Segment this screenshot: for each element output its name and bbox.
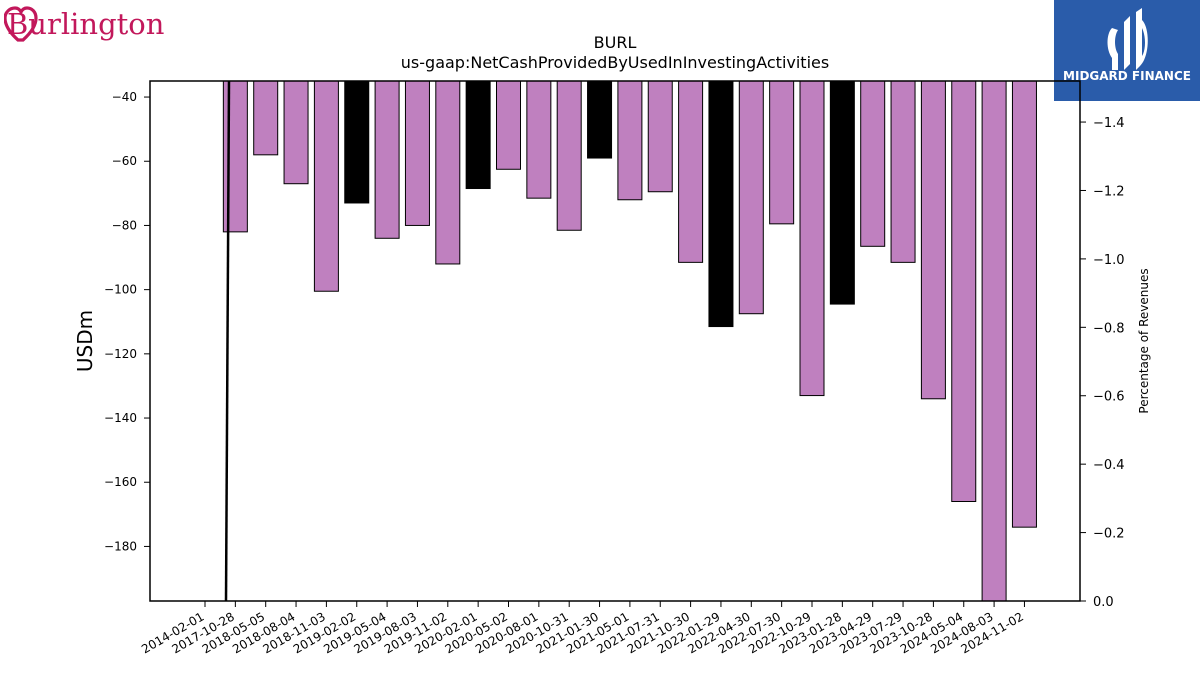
bar-2022-04-30 — [738, 80, 764, 315]
bar-2023-07-29 — [890, 80, 916, 263]
bar-2022-07-30 — [769, 80, 795, 225]
y-right-tick-label: −1.4 — [1093, 116, 1125, 131]
bar-2018-05-05 — [253, 80, 279, 156]
y-tick-label: −80 — [112, 218, 137, 232]
ratio-line-group — [224, 80, 231, 602]
ratio-line — [224, 80, 231, 602]
y-right-tick-label: −0.8 — [1093, 321, 1125, 336]
bar-2024-08-03 — [981, 80, 1007, 602]
bar-2018-08-04 — [283, 80, 309, 185]
bar-2023-10-28 — [920, 80, 946, 400]
bar-2021-07-31 — [647, 80, 673, 193]
bar-2020-10-31 — [556, 80, 582, 231]
y-tick-label: −40 — [112, 90, 137, 104]
bar-2021-05-01 — [617, 80, 643, 201]
y-right-tick-label: 0.0 — [1093, 595, 1114, 610]
bar-2019-08-03 — [404, 80, 430, 226]
midgard-logo-text: MIDGARD FINANCE — [1063, 69, 1191, 83]
y-tick-label: −160 — [104, 475, 137, 489]
bar-2023-01-28 — [829, 80, 855, 305]
bar-2019-11-02 — [435, 80, 461, 265]
burlington-logo: Burlington — [3, 4, 174, 44]
bar-2017-10-28 — [222, 80, 248, 233]
y-right-tick-label: −1.2 — [1093, 184, 1125, 199]
y-axis-right: 0.0 −0.2 −0.4 −0.6 −0.8 −1.0 −1.2 −1.4 — [1080, 116, 1125, 610]
bar-2022-10-29 — [799, 80, 825, 397]
y-right-tick-label: −0.4 — [1093, 458, 1125, 473]
bar-2022-01-29 — [708, 80, 734, 328]
bar-2018-11-03 — [313, 80, 339, 292]
bar-2021-01-30 — [587, 80, 613, 159]
midgard-finance-logo: MIDGARD FINANCE — [1054, 0, 1200, 101]
bar-2020-05-02 — [496, 80, 521, 170]
y-tick-label: −180 — [104, 539, 137, 553]
bar-2019-02-02 — [344, 80, 370, 204]
burlington-logo-text: Burlington — [7, 7, 164, 41]
burlington-logo-mark: Burlington — [3, 6, 164, 42]
bar-2020-08-01 — [526, 80, 552, 199]
midgard-logo-icon: MIDGARD FINANCE — [1063, 8, 1191, 83]
y-tick-label: −100 — [104, 283, 137, 297]
y-tick-label: −140 — [104, 411, 137, 425]
bar-2024-05-04 — [951, 80, 977, 502]
y-axis-right-label: Percentage of Revenues — [1137, 268, 1151, 413]
bar-2023-04-29 — [860, 80, 886, 247]
y-axis-left: −40 −60 −80 −100 −120 −140 −160 −180 — [104, 90, 150, 553]
bar-2024-11-02 — [1011, 80, 1037, 528]
bar-2019-05-04 — [374, 80, 400, 239]
bars-group — [222, 80, 1037, 602]
y-right-tick-label: −0.6 — [1093, 390, 1125, 405]
plot-frame — [149, 80, 1081, 602]
bar-2021-10-30 — [678, 80, 704, 263]
y-tick-label: −120 — [104, 347, 137, 361]
bar-2020-02-01 — [465, 80, 491, 190]
y-tick-label: −60 — [112, 154, 137, 168]
y-right-tick-label: −1.0 — [1093, 253, 1125, 268]
y-right-tick-label: −0.2 — [1093, 527, 1125, 542]
chart-subtitle: us-gaap:NetCashProvidedByUsedInInvesting… — [401, 53, 829, 72]
chart-title: BURL — [594, 33, 637, 52]
y-axis-label: USDm — [73, 310, 97, 372]
x-axis: 2014-02-012017-10-282018-05-052018-08-04… — [139, 601, 1026, 656]
